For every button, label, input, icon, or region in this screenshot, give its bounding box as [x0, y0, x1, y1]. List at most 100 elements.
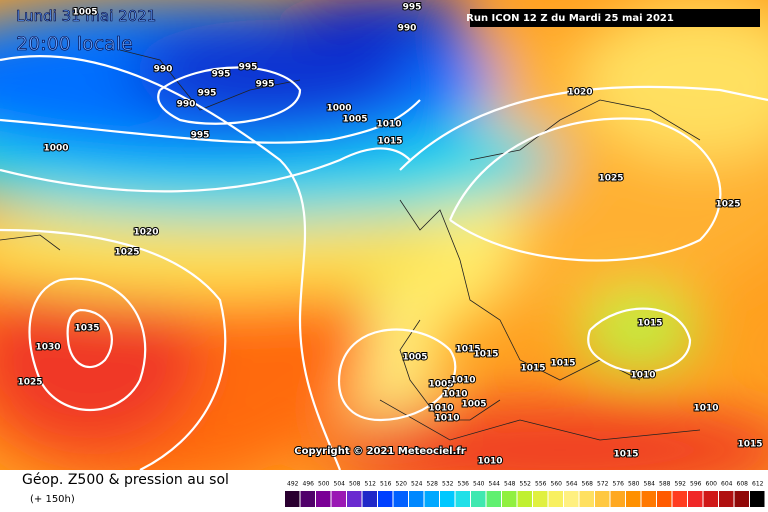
scale-label: 584: [644, 481, 656, 488]
isobar-label: 995: [256, 80, 275, 90]
isobar-label: 1015: [613, 450, 638, 460]
isobar-label: 1020: [133, 228, 158, 238]
isobar-label: 990: [154, 65, 173, 75]
isobar-label: 1015: [473, 350, 498, 360]
scale-swatch: [548, 491, 563, 507]
scale-label: 556: [535, 481, 547, 488]
scale-swatch: [657, 491, 672, 507]
scale-swatch: [719, 491, 734, 507]
isobar-label: 1005: [402, 353, 427, 363]
scale-label: 516: [380, 481, 392, 488]
scale-swatch: [595, 491, 610, 507]
isobar-label: 1010: [428, 404, 453, 414]
isobar-label: 1025: [114, 248, 139, 258]
scale-swatch: [440, 491, 455, 507]
scale-label: 500: [318, 481, 330, 488]
scale-label: 536: [458, 481, 470, 488]
scale-swatch: [579, 491, 594, 507]
isobar-label: 1015: [520, 364, 545, 374]
date-label: Lundi 31 mai 2021: [16, 7, 156, 25]
scale-label: 560: [551, 481, 563, 488]
scale-swatch: [300, 491, 315, 507]
scale-swatch: [502, 491, 517, 507]
scale-swatch: [610, 491, 625, 507]
isobar-label: 1025: [598, 174, 623, 184]
isobar-label: 1000: [43, 144, 68, 154]
footer-lead: (+ 150h): [30, 494, 75, 505]
run-label: Run ICON 12 Z du Mardi 25 mai 2021: [466, 13, 674, 24]
isobar-label: 995: [198, 89, 217, 99]
isobar-label: 1010: [477, 457, 502, 467]
scale-swatch: [285, 491, 300, 507]
isobar-label: 1005: [461, 400, 486, 410]
scale-label: 540: [473, 481, 485, 488]
isobar-label: 1010: [693, 404, 718, 414]
scale-label: 580: [628, 481, 640, 488]
isobar-label: 1000: [326, 104, 351, 114]
isobar-label: 995: [212, 70, 231, 80]
isobar-label: 1025: [17, 378, 42, 388]
footer-title: Géop. Z500 & pression au sol: [22, 472, 229, 488]
scale-label: 564: [566, 481, 578, 488]
scale-label: 588: [659, 481, 671, 488]
scale-swatch: [688, 491, 703, 507]
scale-label: 532: [442, 481, 454, 488]
scale-swatch: [626, 491, 641, 507]
scale-label: 596: [690, 481, 702, 488]
isobar-label: 1015: [737, 440, 762, 450]
scale-label: 552: [520, 481, 532, 488]
isobar-label: 1035: [74, 324, 99, 334]
isobar-label: 1015: [455, 345, 480, 355]
copyright: Copyright © 2021 Meteociel.fr: [294, 446, 465, 457]
scale-label: 604: [721, 481, 733, 488]
isobar-label: 1015: [637, 319, 662, 329]
scale-swatch: [486, 491, 501, 507]
scale-label: 612: [752, 481, 764, 488]
scale-swatch: [347, 491, 362, 507]
scale-label: 520: [396, 481, 408, 488]
scale-label: 544: [489, 481, 501, 488]
scale-swatch: [362, 491, 377, 507]
isobar-label: 995: [191, 131, 210, 141]
isobar-label: 995: [239, 63, 258, 73]
scale-swatch: [331, 491, 346, 507]
scale-swatch: [378, 491, 393, 507]
scale-label: 504: [334, 481, 346, 488]
isobar-label: 1005: [342, 115, 367, 125]
scale-label: 572: [597, 481, 609, 488]
scale-label: 548: [504, 481, 516, 488]
time-label: 20:00 locale: [16, 33, 133, 55]
isobar-label: 990: [398, 24, 417, 34]
isobar-label: 1005: [428, 380, 453, 390]
isobar-label: 995: [403, 3, 422, 13]
scale-swatch: [316, 491, 331, 507]
scale-swatch: [455, 491, 470, 507]
isobar-label: 1015: [377, 137, 402, 147]
scale-swatch: [517, 491, 532, 507]
scale-label: 608: [737, 481, 749, 488]
isobar-label: 1010: [376, 120, 401, 130]
scale-label: 492: [287, 481, 299, 488]
scale-label: 508: [349, 481, 361, 488]
color-scale: 492 496 500 504 508 512 516 520 524 528 532 536 540 5…: [285, 481, 765, 507]
scale-swatch: [641, 491, 656, 507]
field: [0, 0, 768, 470]
isobar-label: 1015: [550, 359, 575, 369]
isobar-label: 1030: [35, 343, 60, 353]
scale-label: 512: [365, 481, 377, 488]
isobar-label: 1005: [72, 8, 97, 18]
scale-swatch: [750, 491, 765, 507]
scale-swatch: [564, 491, 579, 507]
isobar-label: 1010: [630, 371, 655, 381]
scale-swatch: [471, 491, 486, 507]
scale-label: 592: [675, 481, 687, 488]
scale-label: 528: [427, 481, 439, 488]
scale-swatch: [393, 491, 408, 507]
scale-label: 524: [411, 481, 423, 488]
isobar-label: 1010: [434, 414, 459, 424]
scale-swatch: [672, 491, 687, 507]
run-box: [470, 9, 760, 27]
